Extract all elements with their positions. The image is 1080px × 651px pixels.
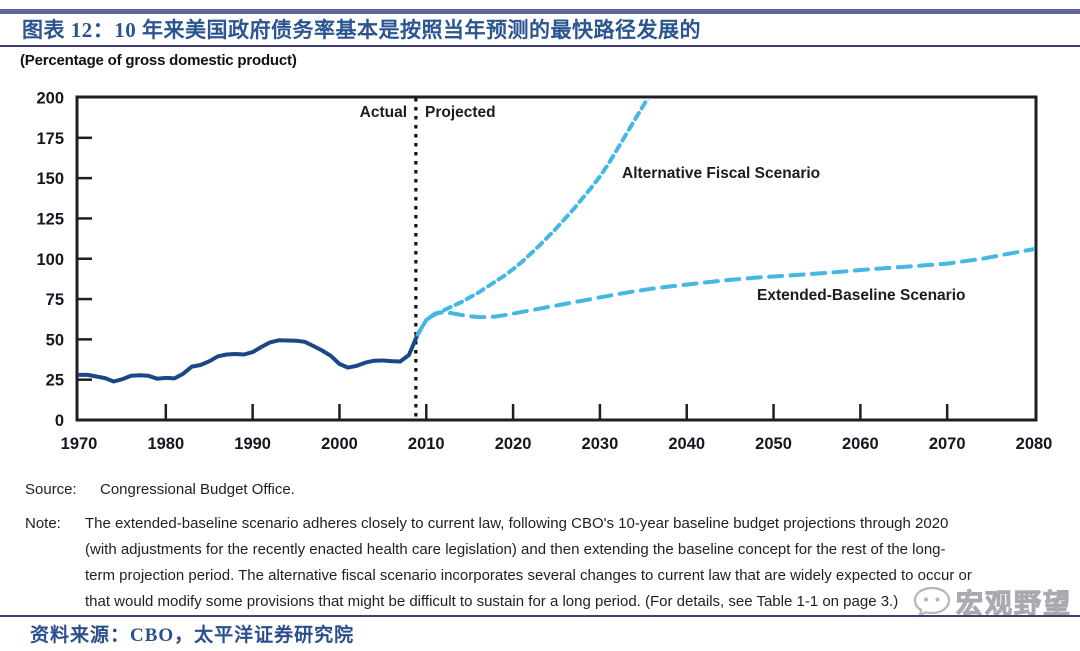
watermark-text: 宏观野望	[956, 589, 1072, 620]
note-line: that would modify some provisions that m…	[85, 593, 899, 610]
x-tick-label: 2030	[582, 435, 619, 453]
x-tick-label: 2020	[495, 435, 532, 453]
top-accent-bar	[0, 9, 1080, 14]
source-label: Source:	[25, 481, 77, 498]
note-line: (with adjustments for the recently enact…	[85, 541, 946, 558]
annotation-projected: Projected	[425, 104, 496, 121]
series-actual	[78, 332, 420, 384]
y-tick-label: 200	[36, 90, 64, 108]
chart-y-axis-caption: (Percentage of gross domestic product)	[20, 52, 297, 69]
x-tick-label: 2080	[1016, 435, 1053, 453]
y-tick-label: 175	[36, 130, 64, 148]
annotation-alternative-fiscal-scenario: Alternative Fiscal Scenario	[622, 165, 820, 182]
note-line: The extended-baseline scenario adheres c…	[85, 515, 949, 532]
note-text: The extended-baseline scenario adheres c…	[85, 511, 972, 615]
chart-canvas: 0 25 50 75 100 125 150 175 200 1970 1980 1990 2000 20…	[36, 90, 1053, 454]
note-block: Note: The extended-baseline scenario adh…	[25, 511, 972, 615]
note-line: term projection period. The alternative …	[85, 567, 972, 584]
note-label: Note:	[25, 515, 61, 532]
y-tick-label: 50	[46, 331, 64, 349]
footer-source-cn: 资料来源：CBO，太平洋证券研究院	[30, 625, 355, 646]
source-row: Source: Congressional Budget Office.	[25, 481, 295, 498]
y-tick-label: 75	[46, 291, 64, 309]
x-tick-label: 2000	[321, 435, 358, 453]
plot-frame	[75, 95, 1038, 422]
x-tick-label: 1990	[234, 435, 271, 453]
y-tick-label: 150	[36, 170, 64, 188]
title-divider	[0, 45, 1080, 47]
source-text: Congressional Budget Office.	[100, 481, 295, 498]
annotation-extended-baseline-scenario: Extended-Baseline Scenario	[757, 287, 965, 304]
wechat-bubble-icon	[913, 586, 951, 618]
x-tick-label: 2010	[408, 435, 445, 453]
x-tick-label: 2070	[929, 435, 966, 453]
y-tick-label: 100	[36, 251, 64, 269]
page-title: 图表 12：10 年来美国政府债务率基本是按照当年预测的最快路径发展的	[22, 18, 701, 42]
x-tick-label: 2060	[842, 435, 879, 453]
x-tick-label: 2040	[668, 435, 705, 453]
annotation-actual: Actual	[360, 104, 407, 121]
x-tick-label: 1970	[61, 435, 98, 453]
x-tick-label: 1980	[147, 435, 184, 453]
y-tick-label: 125	[36, 210, 64, 228]
y-tick-label: 0	[55, 412, 64, 430]
series-alternative-fiscal-scenario	[415, 98, 651, 337]
y-tick-label: 25	[46, 372, 64, 390]
x-tick-label: 2050	[755, 435, 792, 453]
watermark: 宏观野望	[912, 582, 1072, 621]
series-extended-baseline-scenario	[415, 247, 1035, 337]
footer-divider	[0, 615, 1080, 617]
